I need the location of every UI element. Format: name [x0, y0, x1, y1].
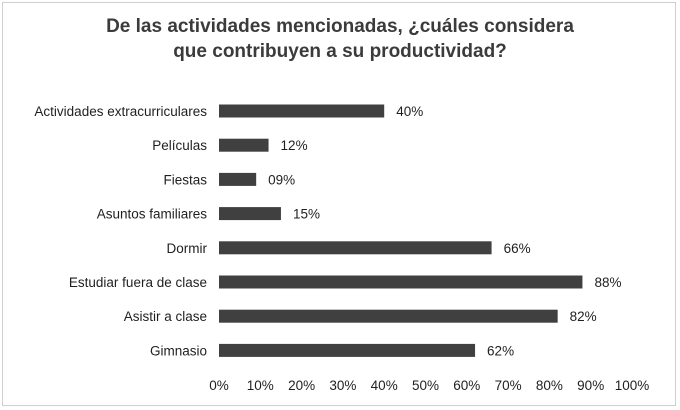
- chart-title-line-2: que contribuyen a su productividad?: [173, 41, 507, 62]
- x-tick-label: 90%: [577, 378, 604, 393]
- data-label: 15%: [293, 207, 320, 222]
- chart-title: De las actividades mencionadas, ¿cuáles …: [0, 14, 680, 64]
- bar: [219, 138, 269, 152]
- chart-frame: [2, 2, 676, 406]
- category-label: Estudiar fuera de clase: [69, 275, 207, 290]
- data-label: 09%: [268, 172, 295, 187]
- x-tick-label: 50%: [412, 378, 439, 393]
- data-label: 40%: [396, 104, 423, 119]
- x-tick-label: 30%: [329, 378, 356, 393]
- data-label: 62%: [487, 343, 514, 358]
- x-tick-label: 40%: [371, 378, 398, 393]
- bar: [219, 241, 492, 255]
- x-tick-label: 70%: [495, 378, 522, 393]
- category-label: Gimnasio: [150, 343, 207, 358]
- data-label: 12%: [281, 138, 308, 153]
- bar: [219, 275, 583, 289]
- chart-title-line-1: De las actividades mencionadas, ¿cuáles …: [106, 16, 574, 37]
- bar: [219, 309, 558, 323]
- bar: [219, 104, 385, 118]
- category-label: Asistir a clase: [124, 309, 207, 324]
- bar: [219, 172, 257, 186]
- data-label: 66%: [504, 241, 531, 256]
- category-label: Dormir: [167, 241, 208, 256]
- category-label: Películas: [152, 138, 207, 153]
- x-tick-label: 20%: [288, 378, 315, 393]
- x-tick-label: 10%: [247, 378, 274, 393]
- x-tick-label: 100%: [615, 378, 650, 393]
- x-tick-label: 80%: [536, 378, 563, 393]
- category-label: Fiestas: [163, 172, 207, 187]
- x-tick-label: 0%: [209, 378, 229, 393]
- x-tick-label: 60%: [453, 378, 480, 393]
- data-label: 88%: [594, 275, 621, 290]
- bar: [219, 207, 281, 221]
- data-label: 82%: [570, 309, 597, 324]
- bar: [219, 343, 476, 357]
- category-label: Asuntos familiares: [97, 207, 208, 222]
- category-label: Actividades extracurriculares: [34, 104, 207, 119]
